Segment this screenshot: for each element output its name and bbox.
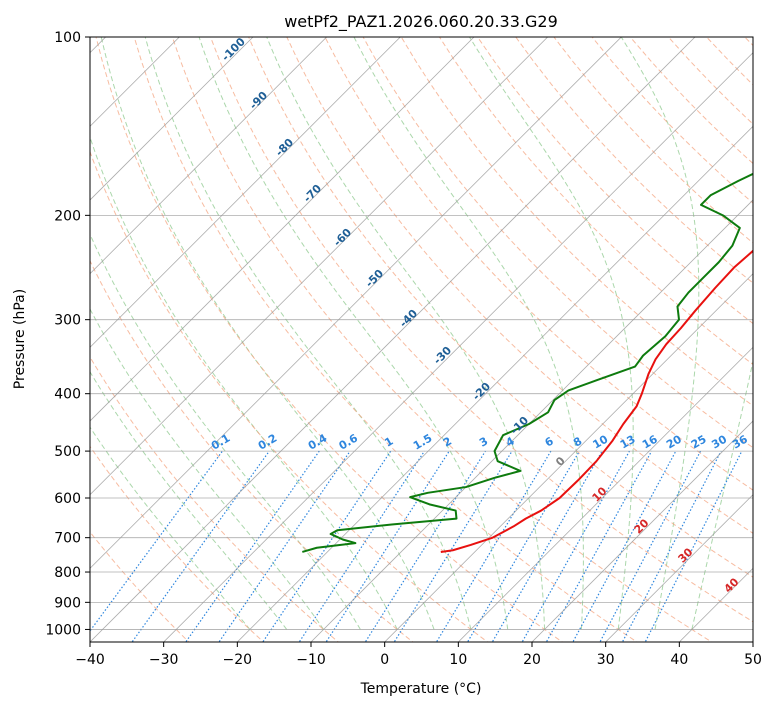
y-tick-label: 700 [54, 531, 81, 547]
mixing-ratio-line [435, 450, 552, 642]
y-tick-label: 800 [54, 565, 81, 581]
moist-adiabat-line [100, 37, 435, 630]
isotherm-line [531, 420, 753, 642]
dry-adiabat-line [362, 37, 753, 449]
mixing-ratio-line [466, 450, 580, 642]
y-axis-title: Pressure (hPa) [12, 289, 28, 389]
y-tick-label: 200 [54, 208, 81, 224]
mixing-ratio-line [131, 450, 270, 642]
x-tick-label: 20 [523, 652, 541, 668]
mixing-ratio-line [298, 450, 425, 642]
x-tick-label: −20 [223, 652, 253, 668]
mixing-ratio-line [621, 450, 722, 642]
x-tick-label: 0 [380, 652, 389, 668]
plot-frame [89, 36, 754, 643]
mixing-ratio-line [90, 450, 223, 632]
moist-adiabat-line [198, 37, 509, 630]
x-tick-label: −10 [296, 652, 326, 668]
dry-adiabat-line [90, 445, 265, 642]
dry-adiabat-line [90, 150, 489, 642]
isotherm-line [310, 199, 753, 642]
dry-adiabat-line [95, 37, 564, 642]
x-tick-label: −30 [149, 652, 179, 668]
isotherm-line [90, 37, 622, 569]
x-tick-label: −40 [75, 652, 105, 668]
isotherm-line [605, 494, 753, 642]
y-axis-ticks: 1000 900 800 700 600 500 400 300 200 100 [45, 30, 90, 638]
moist-adiabat-line [266, 37, 546, 630]
chart-title: wetPf2_PAZ1.2026.060.20.33.G29 [284, 12, 558, 32]
mixing-ratio-line [599, 450, 702, 642]
isotherm-line [90, 37, 549, 496]
dry-adiabat-line [439, 37, 753, 366]
moist-adiabat-line [620, 37, 700, 630]
isotherm-line [90, 37, 696, 642]
x-axis-title: Temperature (°C) [360, 681, 482, 697]
x-axis-ticks: −40 −30 −20 −10 0 10 20 30 40 50 [75, 642, 762, 668]
y-tick-label: 1000 [45, 622, 81, 638]
y-tick-label: 400 [54, 387, 81, 403]
isotherm-grid-lines [90, 37, 753, 642]
y-tick-label: 100 [54, 30, 81, 46]
mixing-ratio-line [185, 450, 320, 642]
y-tick-label: 900 [54, 595, 81, 611]
moist-adiabat-line [90, 308, 324, 630]
moist-adiabat-line [90, 135, 398, 630]
x-tick-label: 50 [744, 652, 762, 668]
x-tick-label: 30 [597, 652, 615, 668]
moist-adiabat-line [691, 358, 753, 630]
plot-area [90, 37, 753, 642]
mixing-ratio-line [393, 450, 513, 642]
moist-adiabat-line [353, 37, 584, 630]
x-tick-label: 40 [670, 652, 688, 668]
mixing-ratio-line [572, 450, 677, 642]
dry-adiabat-line [90, 356, 339, 642]
x-tick-label: 10 [449, 652, 467, 668]
dry-adiabat-line [286, 37, 753, 534]
y-tick-label: 300 [54, 313, 81, 329]
mixing-ratio-line [364, 450, 486, 642]
y-tick-label: 500 [54, 444, 81, 460]
dry-adiabat-line [477, 37, 753, 325]
sounding-series [302, 172, 753, 553]
isotherm-line [90, 37, 254, 201]
mixing-ratio-line [491, 450, 603, 642]
isobar-grid-lines [90, 37, 753, 630]
isotherm-line [90, 37, 401, 348]
sounding-line [440, 249, 753, 553]
moist-adiabat-lines [90, 37, 753, 630]
mixing-ratio-line [644, 450, 743, 642]
isotherm-line [457, 346, 753, 642]
isotherm-line [90, 37, 475, 422]
isotherm-line [90, 37, 328, 275]
isotherm-line [163, 52, 753, 642]
mixing-ratio-lines [90, 450, 743, 642]
moist-adiabat-line [90, 233, 361, 630]
moist-adiabat-line [469, 37, 634, 630]
sounding-line [302, 172, 753, 553]
dry-adiabat-line [324, 37, 753, 491]
mixing-ratio-line [262, 450, 392, 642]
y-tick-label: 600 [54, 491, 81, 507]
mixing-ratio-line [218, 450, 351, 642]
isotherm-line [236, 125, 753, 642]
